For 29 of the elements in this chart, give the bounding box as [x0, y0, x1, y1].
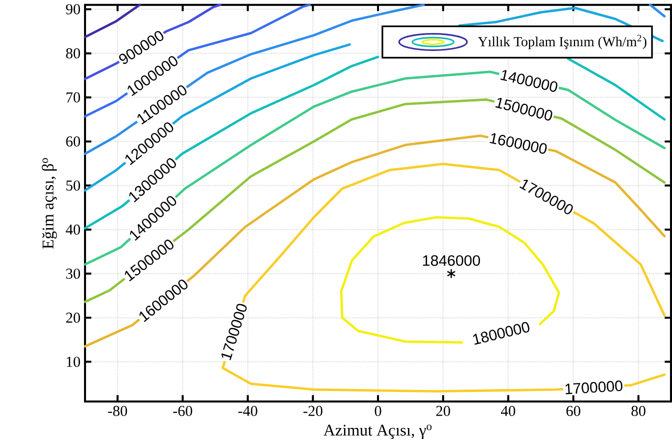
x-tick-label: 20	[436, 406, 450, 416]
annotation: 1846000	[423, 255, 480, 266]
x-axis-title: Azimut Açısı, γ$^{o}$	[324, 424, 432, 439]
text: 1700000	[221, 304, 247, 360]
text: 1400000	[500, 70, 558, 92]
y-tick-label: 60	[66, 136, 80, 146]
x-tick-label: 80	[631, 406, 646, 416]
line-series	[340, 216, 560, 344]
x-tick-label: -60	[173, 406, 192, 416]
text: 1800000	[473, 322, 530, 345]
legend-title: Yıllık Toplam Işınım (Wh/m$^{2}$)	[478, 34, 646, 50]
y-tick-label: 10	[66, 356, 80, 367]
y-tick-label: 40	[66, 224, 80, 235]
text: 1600000	[490, 133, 547, 154]
text: 1500000	[495, 98, 552, 120]
y-tick-label: 20	[66, 312, 80, 323]
x-tick-label: 40	[500, 406, 516, 416]
x-tick-label: -80	[108, 406, 128, 416]
y-tick-label: 30	[66, 268, 80, 279]
x-tick-label: -40	[238, 406, 258, 416]
y-tick-label: 70	[66, 92, 80, 102]
y-tick-label: 50	[66, 180, 80, 191]
y-tick-label: 80	[66, 48, 80, 58]
x-tick-label: 0	[374, 406, 382, 416]
y-tick-label: 90	[66, 4, 80, 14]
y-axis-title: Eğim açısı, β$^{o}$	[42, 158, 57, 249]
series-label: 1700000	[566, 380, 622, 394]
x-tick-label: 60	[566, 406, 580, 416]
x-tick-label: -20	[303, 406, 322, 416]
